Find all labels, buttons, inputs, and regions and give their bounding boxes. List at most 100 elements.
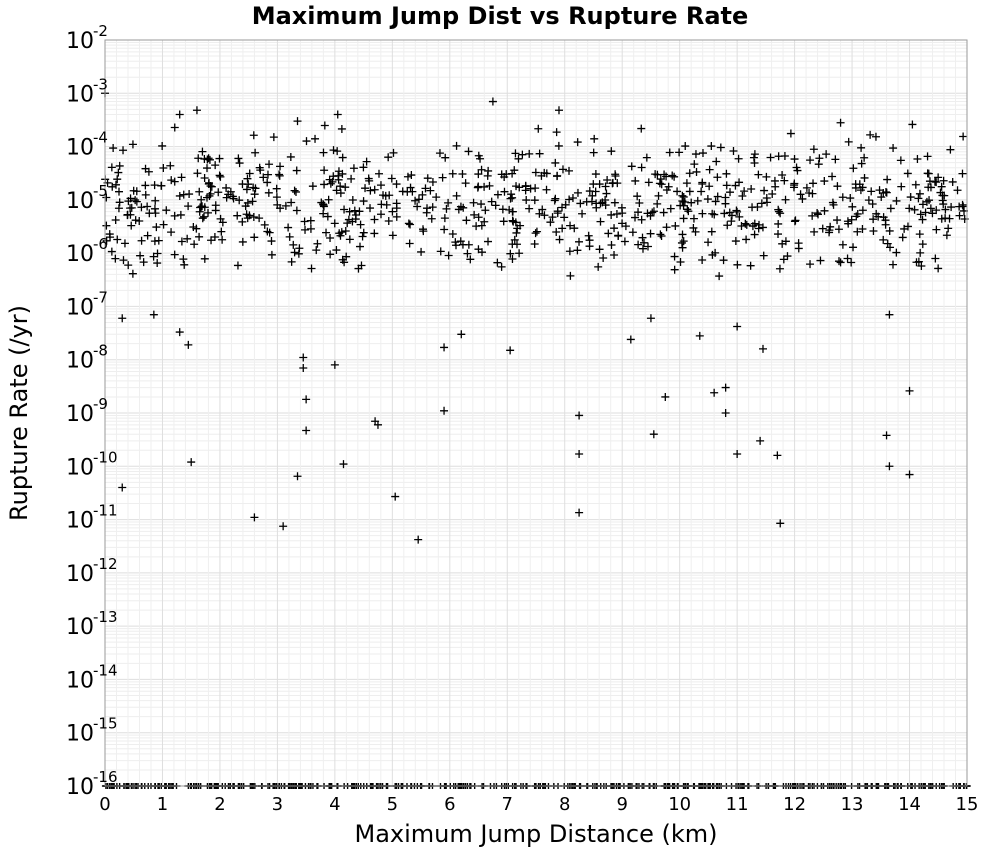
data-point (292, 188, 301, 197)
data-point (334, 175, 343, 184)
data-point (428, 177, 437, 186)
data-point (715, 272, 724, 281)
data-point (442, 204, 451, 213)
data-point (603, 176, 612, 185)
data-point (238, 237, 247, 246)
data-point (350, 206, 359, 215)
data-point (601, 196, 610, 205)
data-point (611, 171, 620, 180)
data-point (610, 198, 619, 207)
data-point (626, 335, 635, 344)
data-point (302, 395, 311, 404)
data-point (348, 217, 357, 226)
data-point (685, 187, 694, 196)
data-point (265, 160, 274, 169)
data-point (275, 171, 284, 180)
data-point (392, 212, 401, 221)
data-point (540, 211, 549, 220)
data-point (242, 210, 251, 219)
x-tick-label: 7 (502, 794, 513, 815)
data-point (320, 166, 329, 175)
data-point (535, 209, 544, 218)
data-point (910, 205, 919, 214)
data-point (796, 190, 805, 199)
data-point (681, 142, 690, 151)
data-point (323, 212, 332, 221)
data-point (542, 185, 551, 194)
data-point (307, 264, 316, 273)
data-point (522, 196, 531, 205)
data-point (150, 181, 159, 190)
data-point (506, 249, 515, 258)
data-point (776, 209, 785, 218)
y-tick-exponent: -15 (93, 715, 118, 733)
data-point (470, 210, 479, 219)
data-point (440, 225, 449, 234)
data-point (458, 170, 467, 179)
data-point (542, 169, 551, 178)
data-point (786, 129, 795, 138)
x-tick-labels: 0 1 2 3 4 5 6 7 8 9 10 11 12 13 14 15 (99, 794, 978, 815)
data-point (689, 214, 698, 223)
data-point (508, 255, 517, 264)
data-point (721, 193, 730, 202)
data-point (508, 169, 517, 178)
data-point (338, 169, 347, 178)
data-point (775, 264, 784, 273)
data-point (294, 249, 303, 258)
data-point (631, 213, 640, 222)
data-point (584, 231, 593, 240)
data-point (836, 118, 845, 127)
data-point (546, 218, 555, 227)
data-point (662, 185, 671, 194)
data-point (707, 142, 716, 151)
data-point (867, 187, 876, 196)
data-point (417, 247, 426, 256)
data-point (673, 187, 682, 196)
data-point (601, 182, 610, 191)
data-point (313, 239, 322, 248)
data-point (774, 219, 783, 228)
data-point (508, 216, 517, 225)
data-point (260, 220, 269, 229)
data-point (770, 176, 779, 185)
data-point (742, 235, 751, 244)
data-point (798, 194, 807, 203)
data-point (414, 535, 423, 544)
data-point (222, 193, 231, 202)
data-point (916, 210, 925, 219)
data-point (128, 140, 137, 149)
data-point (192, 224, 201, 233)
data-point (530, 240, 539, 249)
data-point (243, 174, 252, 183)
data-point (733, 322, 742, 331)
data-point (818, 224, 827, 233)
data-point (762, 172, 771, 181)
data-point (107, 163, 116, 172)
data-point (838, 240, 847, 249)
data-point (705, 165, 714, 174)
data-point (790, 155, 799, 164)
data-point (461, 179, 470, 188)
data-point (872, 209, 881, 218)
data-point (474, 213, 483, 222)
data-point (649, 430, 658, 439)
data-point (333, 147, 342, 156)
data-point (205, 155, 214, 164)
data-point (923, 169, 932, 178)
data-point (834, 225, 843, 234)
data-point (349, 164, 358, 173)
data-point (141, 181, 150, 190)
data-point (306, 216, 315, 225)
data-point (731, 237, 740, 246)
data-point (627, 162, 636, 171)
data-point (498, 205, 507, 214)
data-point (299, 353, 308, 362)
data-point (585, 242, 594, 251)
data-point (555, 235, 564, 244)
data-point (917, 261, 926, 270)
data-point (319, 200, 328, 209)
data-point (518, 150, 527, 159)
data-point (126, 194, 135, 203)
data-point (414, 195, 423, 204)
